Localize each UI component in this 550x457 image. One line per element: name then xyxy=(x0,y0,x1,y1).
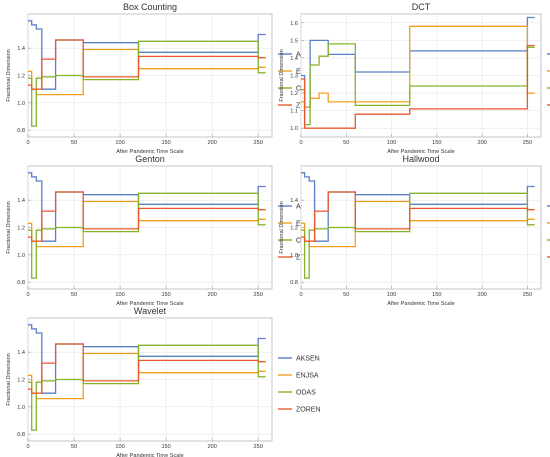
y-tick-label: 1.0 xyxy=(290,253,298,259)
x-axis-label: After Pandemic Time Scale xyxy=(387,301,454,307)
x-tick-label: 50 xyxy=(71,140,77,146)
y-tick-label: 1.3 xyxy=(290,74,298,80)
series-line-odas xyxy=(301,43,535,126)
series-line-zoren xyxy=(301,191,535,242)
y-tick-label: 1.0 xyxy=(17,405,25,411)
chart-title: DCT xyxy=(412,2,431,12)
y-tick-label: 1.0 xyxy=(17,253,25,259)
series-line-zoren xyxy=(28,343,266,394)
y-tick-label: 1.2 xyxy=(17,74,25,80)
x-tick-label: 150 xyxy=(432,140,441,146)
x-tick-label: 250 xyxy=(254,140,263,146)
legend-label-enjsa: ENJSA xyxy=(296,373,319,380)
y-tick-label: 0.8 xyxy=(17,128,25,134)
y-tick-label: 1.2 xyxy=(17,378,25,384)
series-line-aksen xyxy=(28,172,266,242)
y-tick-label: 1.5 xyxy=(290,38,298,44)
y-tick-label: 1.4 xyxy=(290,198,298,204)
y-tick-label: 1.2 xyxy=(290,226,298,232)
x-tick-label: 100 xyxy=(115,140,124,146)
chart-panel-wavelet: Wavelet 0 50 100 150 200 250 0.8 1.0 1.2 1.4 After … xyxy=(6,306,321,457)
x-tick-label: 250 xyxy=(523,292,532,298)
series-line-enjsa xyxy=(301,25,535,108)
series-line-odas xyxy=(301,192,535,279)
legend-label-odas: ODAS xyxy=(296,390,316,397)
x-tick-label: 0 xyxy=(299,140,302,146)
chart-title: Hallwood xyxy=(402,154,439,164)
series-line-odas xyxy=(28,344,266,431)
chart-title: Box Counting xyxy=(123,2,177,12)
legend-label-aksen: AKSEN xyxy=(296,356,320,363)
series-line-zoren xyxy=(28,39,266,90)
x-tick-label: 0 xyxy=(26,292,29,298)
x-tick-label: 100 xyxy=(115,444,124,450)
chart-title: Genton xyxy=(135,154,165,164)
chart-panel-box-counting: Box Counting 0 50 100 150 200 250 0.8 1.0 1.2 1.4 A… xyxy=(6,2,321,155)
y-tick-label: 0.8 xyxy=(17,432,25,438)
x-tick-label: 50 xyxy=(343,140,349,146)
y-axis-label: Fractional Dimension xyxy=(6,201,12,254)
x-tick-label: 50 xyxy=(343,292,349,298)
x-tick-label: 200 xyxy=(207,140,216,146)
x-tick-label: 200 xyxy=(207,292,216,298)
x-tick-label: 250 xyxy=(523,140,532,146)
y-axis-label: Fractional Dimension xyxy=(6,49,12,102)
y-tick-label: 0.8 xyxy=(290,280,298,286)
x-tick-label: 250 xyxy=(254,292,263,298)
x-tick-label: 0 xyxy=(26,140,29,146)
x-tick-label: 150 xyxy=(432,292,441,298)
series-line-aksen xyxy=(28,324,266,394)
y-tick-label: 1.0 xyxy=(290,126,298,132)
chart-panel-hallwood: Hallwood 0 50 100 150 200 250 0.8 1.0 1.2 1.4 After… xyxy=(279,154,550,307)
x-tick-label: 250 xyxy=(254,444,263,450)
x-axis-label: After Pandemic Time Scale xyxy=(116,301,183,307)
x-tick-label: 0 xyxy=(26,444,29,450)
x-tick-label: 100 xyxy=(387,140,396,146)
series-line-odas xyxy=(28,192,266,279)
x-tick-label: 200 xyxy=(477,292,486,298)
x-axis-label: After Pandemic Time Scale xyxy=(387,149,454,155)
x-axis-label: After Pandemic Time Scale xyxy=(116,149,183,155)
series-line-aksen xyxy=(28,20,266,90)
x-axis-label: After Pandemic Time Scale xyxy=(116,453,183,457)
x-tick-label: 150 xyxy=(161,292,170,298)
y-axis-label: Fractional Dimension xyxy=(279,201,285,254)
y-tick-label: 1.2 xyxy=(290,91,298,97)
y-tick-label: 1.4 xyxy=(17,46,25,52)
x-tick-label: 50 xyxy=(71,444,77,450)
series-line-aksen xyxy=(301,172,535,242)
series-line-zoren xyxy=(28,191,266,242)
x-tick-label: 200 xyxy=(207,444,216,450)
y-tick-label: 1.2 xyxy=(17,226,25,232)
x-tick-label: 200 xyxy=(477,140,486,146)
y-tick-label: 1.6 xyxy=(290,21,298,27)
x-tick-label: 150 xyxy=(161,140,170,146)
y-axis-label: Fractional Dimension xyxy=(6,353,12,406)
y-tick-label: 0.8 xyxy=(17,280,25,286)
x-tick-label: 100 xyxy=(115,292,124,298)
x-tick-label: 0 xyxy=(299,292,302,298)
y-tick-label: 1.0 xyxy=(17,101,25,107)
legend-label-zoren: ZOREN xyxy=(296,407,321,414)
x-tick-label: 100 xyxy=(387,292,396,298)
y-tick-label: 1.1 xyxy=(290,109,298,115)
y-tick-label: 1.4 xyxy=(290,56,298,62)
y-axis-label: Fractional Dimension xyxy=(279,49,285,102)
x-tick-label: 150 xyxy=(161,444,170,450)
chart-title: Wavelet xyxy=(134,306,167,316)
series-line-odas xyxy=(28,40,266,127)
chart-panel-genton: Genton 0 50 100 150 200 250 0.8 1.0 1.2 1.4 After P… xyxy=(6,154,321,307)
y-tick-label: 1.4 xyxy=(17,198,25,204)
y-tick-label: 1.4 xyxy=(17,350,25,356)
x-tick-label: 50 xyxy=(71,292,77,298)
series-line-zoren xyxy=(301,44,535,129)
chart-panel-dct: DCT 0 50 100 150 200 250 1.0 1.1 1.2 1.3 1.4 1.5 1.6 A… xyxy=(279,2,550,155)
